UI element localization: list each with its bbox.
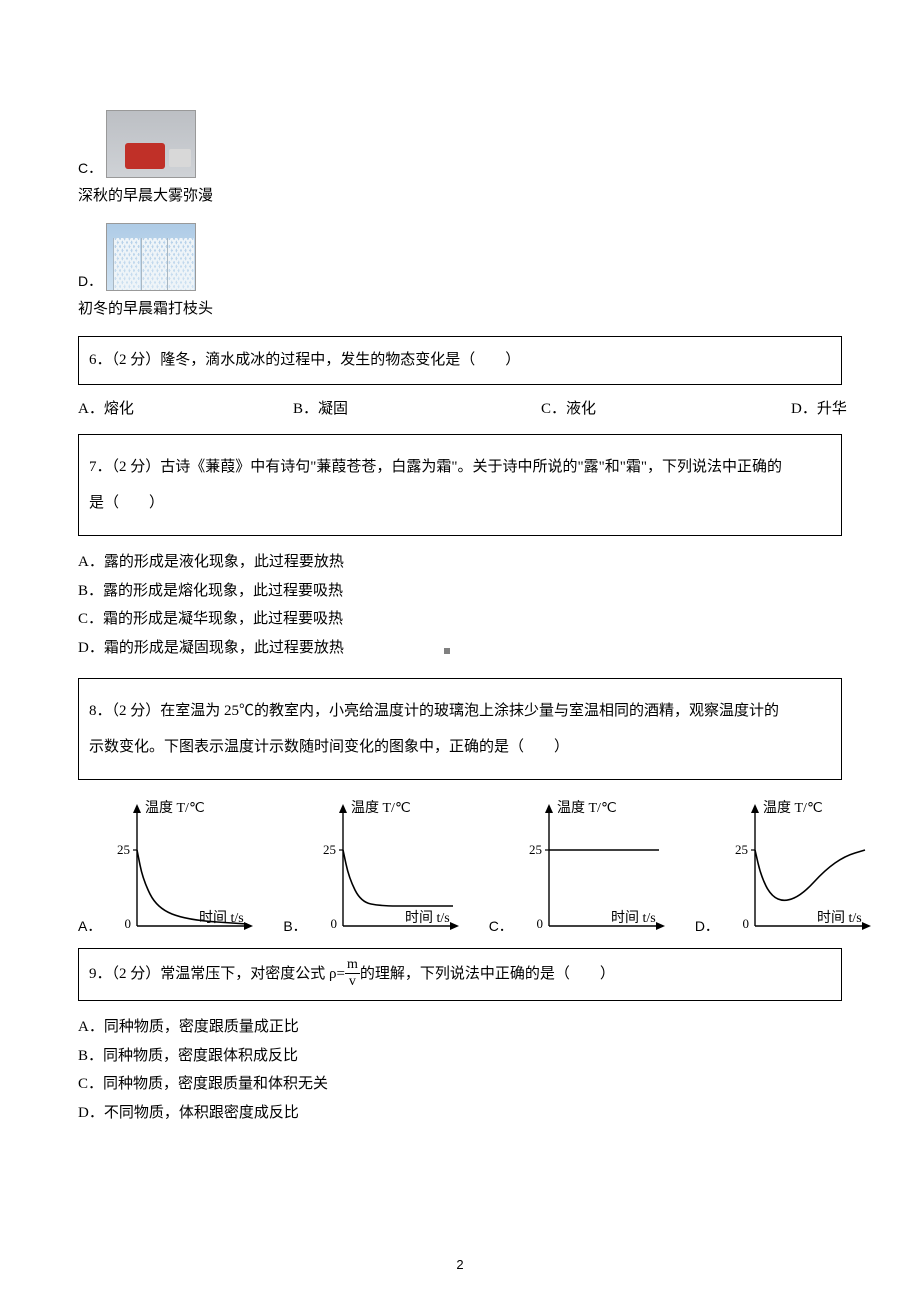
svg-text:时间 t/s: 时间 t/s	[405, 910, 450, 926]
q7-stem-line2: 是（ ）	[89, 485, 831, 521]
q9-opt-d: D．不同物质，体积跟密度成反比	[78, 1099, 842, 1128]
svg-text:时间 t/s: 时间 t/s	[817, 910, 862, 926]
q6-opt-c: C．液化	[541, 397, 791, 418]
q6-opt-b: B．凝固	[293, 397, 541, 418]
q8-graph-d: D． 25 0 温度 T/℃ 时间 t/s	[695, 798, 875, 938]
q8-graphs: A． 25 0 温度 T/℃ 时间 t/s B． 25 0 温度 T/℃ 时间 t/s C．…	[78, 798, 842, 938]
formula-denominator: v	[345, 974, 360, 989]
chart-b: 25 0 温度 T/℃ 时间 t/s	[313, 798, 463, 938]
density-formula: m v	[345, 958, 360, 989]
q6-opt-d: D．升华	[791, 397, 847, 418]
svg-text:温度 T/℃: 温度 T/℃	[557, 800, 617, 816]
q7-opt-b: B．露的形成是熔化现象，此过程要吸热	[78, 577, 842, 606]
svg-text:25: 25	[323, 842, 336, 857]
svg-text:0: 0	[742, 916, 749, 931]
q9-options: A．同种物质，密度跟质量成正比 B．同种物质，密度跟体积成反比 C．同种物质，密…	[78, 1013, 842, 1127]
q7-stem-line1: 7．（2 分）古诗《蒹葭》中有诗句"蒹葭苍苍，白露为霜"。关于诗中所说的"露"和…	[89, 449, 831, 485]
q5-option-d-caption: 初冬的早晨霜打枝头	[78, 297, 842, 318]
q8-graph-a: A． 250温度 T/℃时间 t/s	[78, 798, 257, 938]
q9-stem-box: 9．（2 分）常温常压下，对密度公式 ρ= m v 的理解，下列说法中正确的是（…	[78, 948, 842, 1001]
q5-option-c-caption: 深秋的早晨大雾弥漫	[78, 184, 842, 205]
q9-opt-b: B．同种物质，密度跟体积成反比	[78, 1042, 842, 1071]
q9-stem-post: 的理解，下列说法中正确的是（ ）	[360, 961, 615, 988]
svg-text:温度 T/℃: 温度 T/℃	[145, 800, 205, 816]
q8-stem-box: 8．（2 分）在室温为 25℃的教室内，小亮给温度计的玻璃泡上涂抹少量与室温相同…	[78, 678, 842, 780]
frost-photo	[106, 223, 196, 291]
formula-numerator: m	[345, 958, 360, 974]
q6-stem: 6．（2 分）隆冬，滴水成冰的过程中，发生的物态变化是（ ）	[78, 336, 842, 385]
svg-text:温度 T/℃: 温度 T/℃	[351, 800, 411, 816]
page-number: 2	[0, 1257, 920, 1272]
q8-graph-b: B． 25 0 温度 T/℃ 时间 t/s	[283, 798, 462, 938]
q7-stem-box: 7．（2 分）古诗《蒹葭》中有诗句"蒹葭苍苍，白露为霜"。关于诗中所说的"露"和…	[78, 434, 842, 536]
q8-graph-c: C． 25 0 温度 T/℃ 时间 t/s	[489, 798, 669, 938]
q5-option-c: C．	[78, 110, 842, 178]
option-letter: D．	[78, 273, 102, 289]
q7-opt-a: A．露的形成是液化现象，此过程要放热	[78, 548, 842, 577]
q5-option-d: D．	[78, 223, 842, 291]
option-letter: D．	[695, 916, 719, 938]
option-letter: A．	[78, 916, 101, 938]
q8-stem-line2: 示数变化。下图表示温度计示数随时间变化的图象中，正确的是（ ）	[89, 729, 831, 765]
option-letter: B．	[283, 916, 306, 938]
svg-text:25: 25	[735, 842, 748, 857]
option-letter: C．	[489, 916, 513, 938]
q6-opt-a: A．熔化	[78, 397, 293, 418]
svg-text:0: 0	[536, 916, 543, 931]
chart-c: 25 0 温度 T/℃ 时间 t/s	[519, 798, 669, 938]
q7-options: A．露的形成是液化现象，此过程要放热 B．露的形成是熔化现象，此过程要吸热 C．…	[78, 548, 842, 662]
svg-text:25: 25	[117, 842, 130, 857]
q8-stem-line1: 8．（2 分）在室温为 25℃的教室内，小亮给温度计的玻璃泡上涂抹少量与室温相同…	[89, 693, 831, 729]
center-marker	[444, 648, 450, 654]
chart-d: 25 0 温度 T/℃ 时间 t/s	[725, 798, 875, 938]
q6-options: A．熔化 B．凝固 C．液化 D．升华	[78, 397, 842, 418]
q9-opt-c: C．同种物质，密度跟质量和体积无关	[78, 1070, 842, 1099]
svg-text:0: 0	[125, 916, 132, 931]
svg-text:温度 T/℃: 温度 T/℃	[763, 800, 823, 816]
option-letter: C．	[78, 160, 102, 176]
q9-opt-a: A．同种物质，密度跟质量成正比	[78, 1013, 842, 1042]
q7-opt-c: C．霜的形成是凝华现象，此过程要吸热	[78, 605, 842, 634]
q7-opt-d: D．霜的形成是凝固现象，此过程要放热	[78, 634, 842, 663]
svg-text:25: 25	[529, 842, 542, 857]
svg-text:0: 0	[330, 916, 337, 931]
q9-stem-pre: 9．（2 分）常温常压下，对密度公式 ρ=	[89, 961, 345, 988]
chart-a: 250温度 T/℃时间 t/s	[107, 798, 257, 938]
svg-text:时间 t/s: 时间 t/s	[611, 910, 656, 926]
fog-photo	[106, 110, 196, 178]
